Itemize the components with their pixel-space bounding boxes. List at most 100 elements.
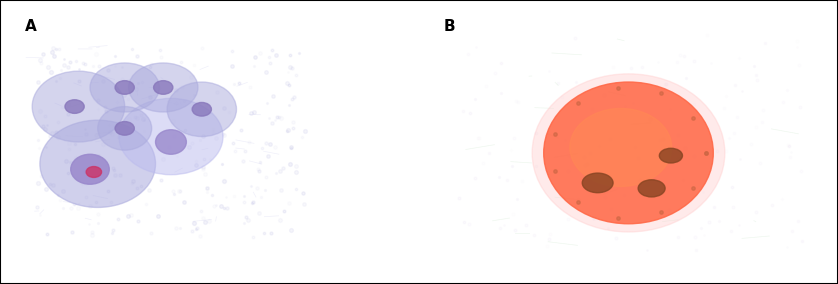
Point bbox=[701, 32, 714, 37]
Point bbox=[79, 169, 92, 174]
Point bbox=[264, 231, 277, 236]
Point bbox=[41, 65, 54, 70]
Point bbox=[246, 234, 260, 239]
Point bbox=[190, 225, 204, 230]
Point bbox=[670, 59, 684, 64]
Point bbox=[297, 191, 310, 195]
Ellipse shape bbox=[86, 166, 101, 178]
Point bbox=[84, 204, 97, 208]
Point bbox=[237, 221, 251, 225]
Point bbox=[292, 50, 305, 55]
Point bbox=[169, 101, 183, 106]
Point bbox=[270, 171, 283, 175]
Point bbox=[732, 223, 746, 227]
Point bbox=[70, 156, 83, 160]
Point bbox=[116, 77, 129, 82]
Point bbox=[561, 216, 575, 221]
Point bbox=[719, 149, 732, 153]
Point bbox=[282, 83, 296, 87]
Point bbox=[106, 122, 120, 127]
Point bbox=[265, 47, 278, 52]
Point bbox=[144, 62, 158, 67]
Point bbox=[269, 145, 282, 150]
Point bbox=[37, 123, 50, 128]
Point bbox=[98, 105, 111, 110]
Point bbox=[192, 100, 205, 105]
Point bbox=[34, 174, 48, 178]
Point bbox=[96, 142, 110, 146]
Point bbox=[284, 146, 297, 151]
Point bbox=[252, 169, 266, 173]
Point bbox=[151, 214, 164, 218]
Point bbox=[289, 170, 303, 174]
Point bbox=[199, 220, 212, 224]
Point bbox=[247, 109, 261, 114]
Point bbox=[494, 90, 508, 95]
Point bbox=[126, 47, 139, 51]
Point bbox=[209, 135, 222, 140]
Point bbox=[268, 118, 282, 122]
Point bbox=[587, 217, 600, 222]
Point bbox=[232, 81, 246, 86]
Point bbox=[170, 88, 184, 92]
Point bbox=[690, 248, 703, 253]
Point bbox=[31, 138, 44, 142]
Point bbox=[653, 138, 666, 143]
Point bbox=[703, 220, 716, 225]
Point bbox=[254, 195, 267, 199]
Point bbox=[659, 82, 672, 87]
Point bbox=[246, 200, 260, 204]
Point bbox=[765, 203, 779, 207]
Point bbox=[260, 101, 273, 105]
Point bbox=[142, 188, 156, 193]
Point bbox=[280, 129, 293, 133]
Point bbox=[298, 129, 312, 134]
Point bbox=[726, 204, 739, 209]
Ellipse shape bbox=[32, 71, 125, 142]
Point bbox=[783, 143, 796, 148]
Point bbox=[199, 171, 212, 176]
Point bbox=[154, 178, 168, 182]
Point bbox=[515, 178, 528, 183]
Point bbox=[108, 172, 122, 177]
Point bbox=[541, 244, 554, 249]
Point bbox=[270, 115, 283, 119]
Point bbox=[133, 105, 147, 110]
Point bbox=[790, 38, 804, 43]
Point bbox=[91, 97, 105, 102]
Ellipse shape bbox=[115, 81, 134, 94]
Point bbox=[286, 97, 299, 101]
Point bbox=[237, 194, 251, 199]
Point bbox=[101, 189, 114, 193]
Point bbox=[500, 178, 514, 183]
Point bbox=[793, 63, 806, 68]
Point bbox=[80, 132, 93, 136]
Point bbox=[122, 214, 135, 218]
Point bbox=[53, 198, 66, 202]
Point bbox=[283, 162, 297, 166]
Point bbox=[38, 114, 51, 118]
Point bbox=[592, 144, 606, 148]
Point bbox=[199, 185, 213, 190]
Point bbox=[46, 46, 59, 51]
Point bbox=[489, 70, 502, 75]
Point bbox=[794, 105, 807, 109]
Point bbox=[134, 112, 147, 117]
Point bbox=[745, 141, 758, 146]
Point bbox=[654, 210, 667, 215]
Point bbox=[70, 176, 84, 180]
Point bbox=[640, 182, 654, 187]
Point bbox=[178, 128, 192, 133]
Point bbox=[216, 131, 230, 136]
Point bbox=[776, 100, 789, 104]
Ellipse shape bbox=[570, 108, 672, 186]
Point bbox=[82, 222, 96, 226]
Point bbox=[784, 154, 797, 159]
Point bbox=[511, 100, 525, 105]
Point bbox=[677, 54, 691, 58]
Point bbox=[194, 137, 207, 142]
Point bbox=[137, 128, 151, 133]
Point bbox=[482, 151, 495, 155]
Ellipse shape bbox=[90, 63, 159, 112]
Point bbox=[225, 49, 239, 53]
